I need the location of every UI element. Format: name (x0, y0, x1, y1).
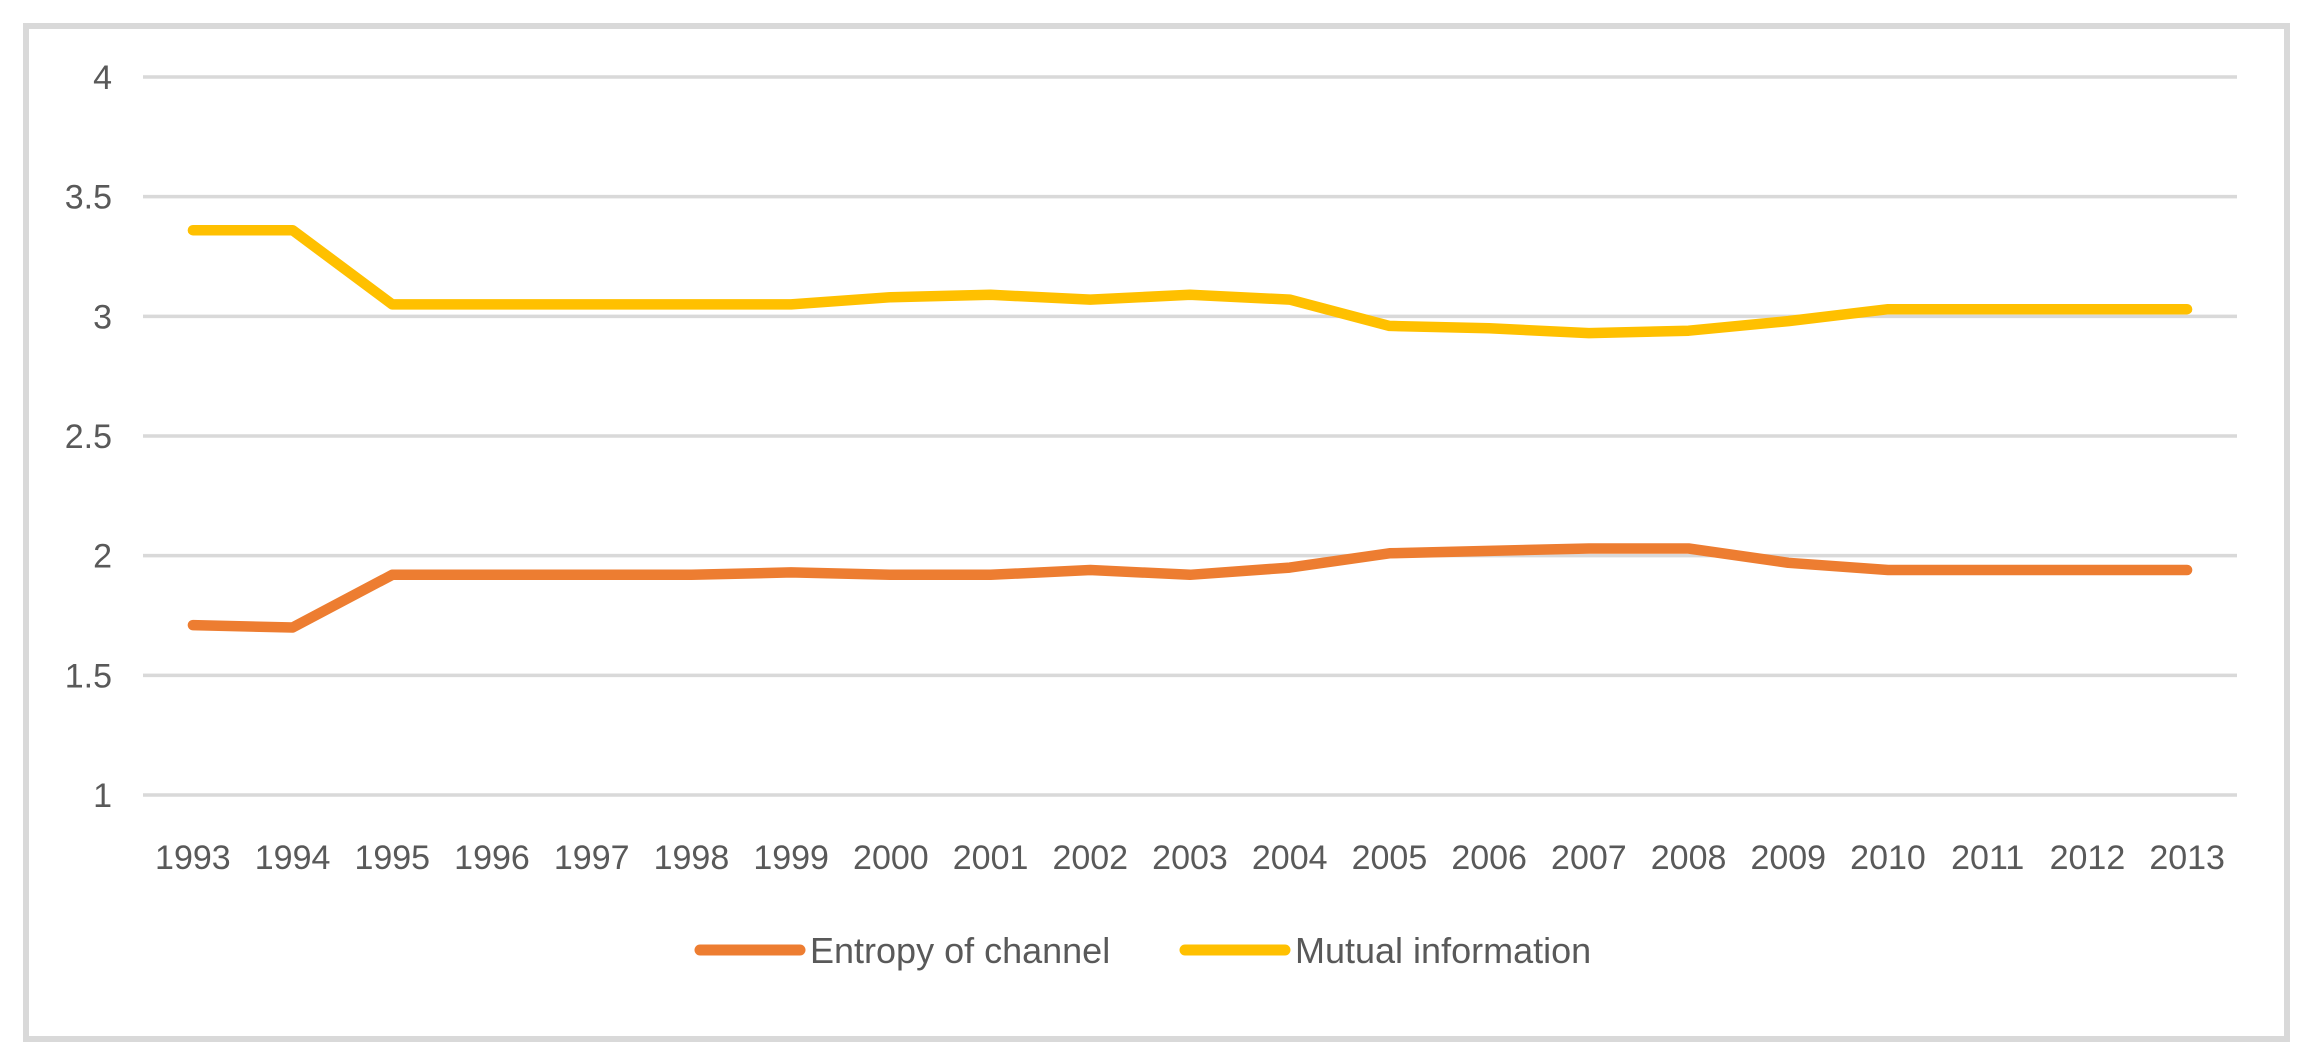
x-tick-label: 1999 (753, 839, 829, 877)
x-tick-label: 2013 (2149, 839, 2225, 877)
x-tick-label: 2005 (1352, 839, 1428, 877)
series-line-mutual-information (187, 224, 2193, 339)
figure-border (23, 23, 2290, 1042)
y-tick-label: 3 (93, 298, 112, 336)
x-tick-label: 2004 (1252, 839, 1328, 877)
y-tick-label: 1 (93, 777, 112, 815)
x-tick-label: 1997 (554, 839, 630, 877)
y-tick-label: 4 (93, 59, 112, 97)
series-line-entropy-of-channel (187, 543, 2193, 633)
x-tick-label: 2007 (1551, 839, 1627, 877)
x-tick-label: 2003 (1152, 839, 1228, 877)
x-tick-label: 2001 (953, 839, 1029, 877)
x-tick-label: 2008 (1651, 839, 1727, 877)
x-tick-label: 2012 (2050, 839, 2126, 877)
x-tick-label: 1998 (654, 839, 730, 877)
y-tick-label: 1.5 (65, 657, 112, 695)
x-tick-label: 2010 (1850, 839, 1926, 877)
x-tick-label: 1996 (454, 839, 530, 877)
y-tick-label: 2 (93, 538, 112, 576)
x-tick-label: 2011 (1951, 839, 2024, 877)
y-tick-label: 3.5 (65, 179, 112, 217)
legend-label: Entropy of channel (810, 930, 1110, 971)
x-tick-label: 1994 (255, 839, 331, 877)
x-tick-label: 2000 (853, 839, 929, 877)
x-tick-label: 1995 (354, 839, 430, 877)
x-tick-label: 1993 (155, 839, 231, 877)
x-tick-label: 2002 (1052, 839, 1128, 877)
y-tick-label: 2.5 (65, 418, 112, 456)
x-tick-label: 2009 (1750, 839, 1826, 877)
legend-label: Mutual information (1295, 930, 1591, 971)
x-tick-label: 2006 (1451, 839, 1527, 877)
